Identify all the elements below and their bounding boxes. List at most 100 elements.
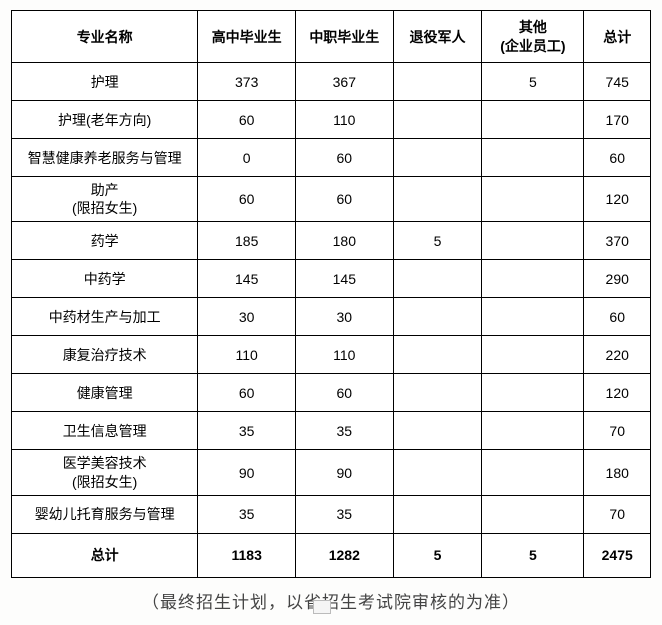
cell-qt: [482, 336, 584, 374]
cell-zz: 110: [296, 336, 394, 374]
table-row: 药学1851805370: [12, 222, 651, 260]
cell-name: 中药学: [12, 260, 198, 298]
total-name: 总计: [12, 533, 198, 577]
cell-hs: 60: [198, 101, 296, 139]
cell-name-l1: 助产: [14, 181, 195, 199]
cell-zz: 367: [296, 63, 394, 101]
table-row: 中药学145145290: [12, 260, 651, 298]
total-ty: 5: [393, 533, 482, 577]
total-hs: 1183: [198, 533, 296, 577]
cell-zz: 110: [296, 101, 394, 139]
cell-hs: 185: [198, 222, 296, 260]
cell-zz: 35: [296, 495, 394, 533]
cell-zj: 60: [584, 139, 651, 177]
cell-name: 康复治疗技术: [12, 336, 198, 374]
cell-ty: [393, 63, 482, 101]
header-qt: 其他 (企业员工): [482, 11, 584, 63]
cell-hs: 35: [198, 495, 296, 533]
cell-name-l2: (限招女生): [14, 199, 195, 217]
cell-zj: 120: [584, 374, 651, 412]
cell-zj: 170: [584, 101, 651, 139]
cell-zj: 120: [584, 177, 651, 222]
cell-ty: [393, 336, 482, 374]
cell-zj: 70: [584, 495, 651, 533]
table-row: 智慧健康养老服务与管理06060: [12, 139, 651, 177]
cell-qt: [482, 495, 584, 533]
table-row: 医学美容技术(限招女生)9090180: [12, 450, 651, 495]
cell-qt: [482, 101, 584, 139]
cell-qt: [482, 177, 584, 222]
cell-name: 卫生信息管理: [12, 412, 198, 450]
cell-ty: [393, 495, 482, 533]
cell-qt: [482, 222, 584, 260]
header-qt-l2: (企业员工): [484, 37, 581, 55]
table-row: 康复治疗技术110110220: [12, 336, 651, 374]
cell-ty: [393, 260, 482, 298]
cell-ty: [393, 101, 482, 139]
header-qt-l1: 其他: [484, 18, 581, 36]
cell-name: 中药材生产与加工: [12, 298, 198, 336]
cell-ty: [393, 177, 482, 222]
cell-name: 婴幼儿托育服务与管理: [12, 495, 198, 533]
cell-name: 助产(限招女生): [12, 177, 198, 222]
cell-name: 健康管理: [12, 374, 198, 412]
cell-name-l1: 医学美容技术: [14, 454, 195, 472]
cell-zj: 220: [584, 336, 651, 374]
cell-hs: 90: [198, 450, 296, 495]
cell-zz: 90: [296, 450, 394, 495]
table-row: 护理(老年方向)60110 170: [12, 101, 651, 139]
header-hs: 高中毕业生: [198, 11, 296, 63]
cell-hs: 60: [198, 374, 296, 412]
cell-zj: 60: [584, 298, 651, 336]
table-row: 卫生信息管理353570: [12, 412, 651, 450]
cell-hs: 30: [198, 298, 296, 336]
cell-zj: 70: [584, 412, 651, 450]
header-zz: 中职毕业生: [296, 11, 394, 63]
cell-zj: 180: [584, 450, 651, 495]
footnote: （最终招生计划，以省招生考试院审核的为准）: [10, 588, 652, 613]
cell-name: 医学美容技术(限招女生): [12, 450, 198, 495]
cell-qt: [482, 260, 584, 298]
table-row: 健康管理6060120: [12, 374, 651, 412]
cell-zz: 60: [296, 374, 394, 412]
cell-zz: 30: [296, 298, 394, 336]
table-row: 护理373367 5745: [12, 63, 651, 101]
cell-name-l2: (限招女生): [14, 473, 195, 491]
cell-qt: [482, 412, 584, 450]
header-zj: 总计: [584, 11, 651, 63]
footnote-part-b: 招生考试院审核的为准）: [322, 593, 520, 612]
cell-zz: 35: [296, 412, 394, 450]
cell-name: 药学: [12, 222, 198, 260]
cell-zz: 60: [296, 177, 394, 222]
cell-qt: [482, 374, 584, 412]
cell-qt: [482, 139, 584, 177]
cell-name: 护理(老年方向): [12, 101, 198, 139]
cell-ty: [393, 450, 482, 495]
header-name: 专业名称: [12, 11, 198, 63]
cell-ty: [393, 298, 482, 336]
table-row: 助产(限招女生)6060120: [12, 177, 651, 222]
cell-ty: [393, 412, 482, 450]
cell-hs: 373: [198, 63, 296, 101]
header-ty: 退役军人: [393, 11, 482, 63]
cell-hs: 0: [198, 139, 296, 177]
total-row: 总计11831282552475: [12, 533, 651, 577]
cell-ty: 5: [393, 222, 482, 260]
total-zj: 2475: [584, 533, 651, 577]
cell-zj: 370: [584, 222, 651, 260]
table-row: 中药材生产与加工303060: [12, 298, 651, 336]
cell-ty: [393, 139, 482, 177]
cell-name: 护理: [12, 63, 198, 101]
cell-zj: 745: [584, 63, 651, 101]
cell-qt: 5: [482, 63, 584, 101]
cell-hs: 35: [198, 412, 296, 450]
total-qt: 5: [482, 533, 584, 577]
table-row: 婴幼儿托育服务与管理353570: [12, 495, 651, 533]
cell-zz: 145: [296, 260, 394, 298]
cell-hs: 110: [198, 336, 296, 374]
cell-zz: 60: [296, 139, 394, 177]
total-zz: 1282: [296, 533, 394, 577]
cell-qt: [482, 298, 584, 336]
footnote-part-a: （最终招生计划，以省: [142, 593, 322, 612]
cell-name: 智慧健康养老服务与管理: [12, 139, 198, 177]
